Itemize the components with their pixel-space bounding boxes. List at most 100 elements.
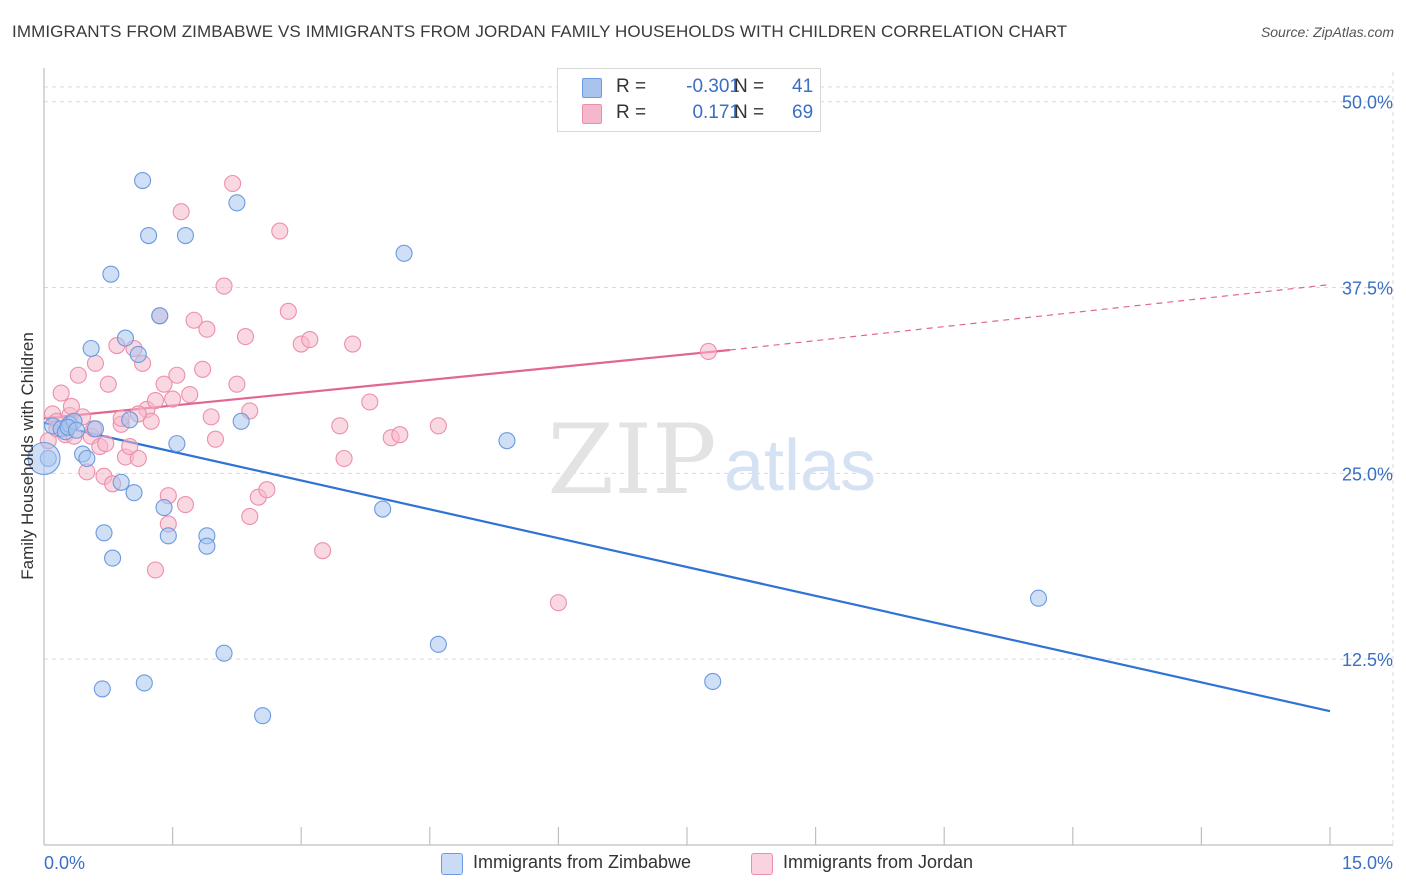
zimbabwe-point xyxy=(215,644,233,662)
jordan-point xyxy=(97,435,115,453)
zimbabwe-r-value: -0.301 xyxy=(686,76,740,97)
tick-labels: 12.5% 25.0% 37.5% 50.0% 0.0% 15.0% xyxy=(44,93,1393,873)
jordan-point xyxy=(549,594,567,612)
jordan-point xyxy=(344,335,362,353)
jordan-point xyxy=(198,320,216,338)
zimbabwe-point xyxy=(176,226,195,245)
jordan-point xyxy=(202,408,220,426)
zimbabwe-point xyxy=(704,672,722,691)
zimbabwe-point xyxy=(151,307,169,325)
jordan-point xyxy=(258,481,276,499)
zimbabwe-point xyxy=(168,435,186,453)
zimbabwe-point xyxy=(112,473,130,491)
zimbabwe-point xyxy=(198,537,216,555)
jordan-point xyxy=(176,496,195,514)
y-axis-label: Family Households with Children xyxy=(18,332,37,580)
jordan-point xyxy=(224,174,242,193)
jordan-point xyxy=(155,375,173,393)
jordan-point xyxy=(699,342,717,361)
jordan-point xyxy=(271,222,289,240)
legend-jordan-swatch xyxy=(751,853,773,875)
zimbabwe-point xyxy=(395,244,413,262)
jordan-point xyxy=(52,384,70,402)
zimbabwe-swatch xyxy=(582,78,602,98)
legend-zimbabwe-swatch xyxy=(441,853,463,875)
watermark-atlas: atlas xyxy=(724,426,876,506)
jordan-trend-extension xyxy=(729,283,1331,351)
stats-box: R = -0.301 N = 41 R = 0.171 N = 69 xyxy=(557,68,821,132)
jordan-n-value: 69 xyxy=(792,102,814,123)
zimbabwe-point xyxy=(140,226,158,245)
watermark: ZIP atlas xyxy=(547,404,876,516)
zimbabwe-point xyxy=(86,420,104,438)
zimbabwe-point xyxy=(129,345,147,363)
jordan-point xyxy=(391,426,409,444)
jordan-swatch xyxy=(582,104,602,124)
jordan-point xyxy=(172,203,190,221)
zimbabwe-point xyxy=(78,449,96,468)
zimbabwe-n-label: N = xyxy=(734,76,765,97)
jordan-point xyxy=(301,331,319,349)
jordan-point xyxy=(429,417,447,435)
jordan-point xyxy=(129,449,147,468)
zimbabwe-point xyxy=(95,524,113,542)
y-tick-label: 25.0% xyxy=(1342,464,1393,484)
jordan-n-label: N = xyxy=(734,102,765,123)
jordan-point xyxy=(168,366,186,384)
jordan-point xyxy=(99,375,117,393)
zimbabwe-point xyxy=(155,499,173,517)
zimbabwe-r-label: R = xyxy=(616,76,647,97)
zimbabwe-point xyxy=(429,635,447,653)
zimbabwe-point xyxy=(93,680,111,698)
jordan-point xyxy=(121,438,139,456)
jordan-point xyxy=(69,366,87,384)
legend-zimbabwe-label: Immigrants from Zimbabwe xyxy=(473,852,692,872)
zimbabwe-point xyxy=(135,674,153,692)
jordan-point xyxy=(361,393,379,411)
zimbabwe-point xyxy=(68,421,86,439)
jordan-point xyxy=(142,412,160,430)
jordan-point xyxy=(62,397,80,416)
zimbabwe-point xyxy=(159,527,177,545)
zimbabwe-point xyxy=(102,265,120,283)
jordan-point xyxy=(279,302,297,320)
zimbabwe-point xyxy=(82,339,100,358)
jordan-point xyxy=(335,449,353,468)
y-tick-label: 50.0% xyxy=(1342,93,1393,113)
axes xyxy=(43,68,1393,846)
zimbabwe-point xyxy=(121,411,139,429)
zimbabwe-trend-line xyxy=(43,421,1331,713)
x-tick-label: 0.0% xyxy=(44,853,85,873)
jordan-point xyxy=(236,328,255,346)
zimbabwe-point xyxy=(125,484,143,502)
chart-title: IMMIGRANTS FROM ZIMBABWE VS IMMIGRANTS F… xyxy=(12,22,1068,41)
zimbabwe-point-large xyxy=(27,441,61,476)
zimbabwe-point xyxy=(228,194,246,212)
watermark-zip: ZIP xyxy=(547,404,716,516)
jordan-point xyxy=(206,430,225,448)
x-tick-label: 15.0% xyxy=(1342,853,1393,873)
y-tick-label: 12.5% xyxy=(1342,650,1393,670)
legend-jordan-label: Immigrants from Jordan xyxy=(783,852,974,872)
jordan-point xyxy=(185,311,203,329)
zimbabwe-point xyxy=(374,500,392,518)
jordan-point xyxy=(241,507,259,526)
grid-lines xyxy=(44,72,1394,845)
zimbabwe-point xyxy=(104,549,122,567)
jordan-r-label: R = xyxy=(616,102,647,123)
scatter-points xyxy=(27,171,1048,725)
source-label: Source: ZipAtlas.com xyxy=(1260,24,1394,40)
jordan-r-value: 0.171 xyxy=(692,102,740,123)
jordan-point xyxy=(194,360,212,378)
jordan-point xyxy=(215,277,233,295)
jordan-point xyxy=(164,390,182,408)
zimbabwe-point xyxy=(254,707,272,725)
jordan-point xyxy=(146,561,165,579)
zimbabwe-point xyxy=(232,412,250,430)
y-tick-label: 37.5% xyxy=(1342,279,1393,299)
jordan-point xyxy=(331,417,349,435)
zimbabwe-point xyxy=(1029,589,1048,607)
jordan-point xyxy=(86,354,104,372)
zimbabwe-n-value: 41 xyxy=(792,76,814,97)
